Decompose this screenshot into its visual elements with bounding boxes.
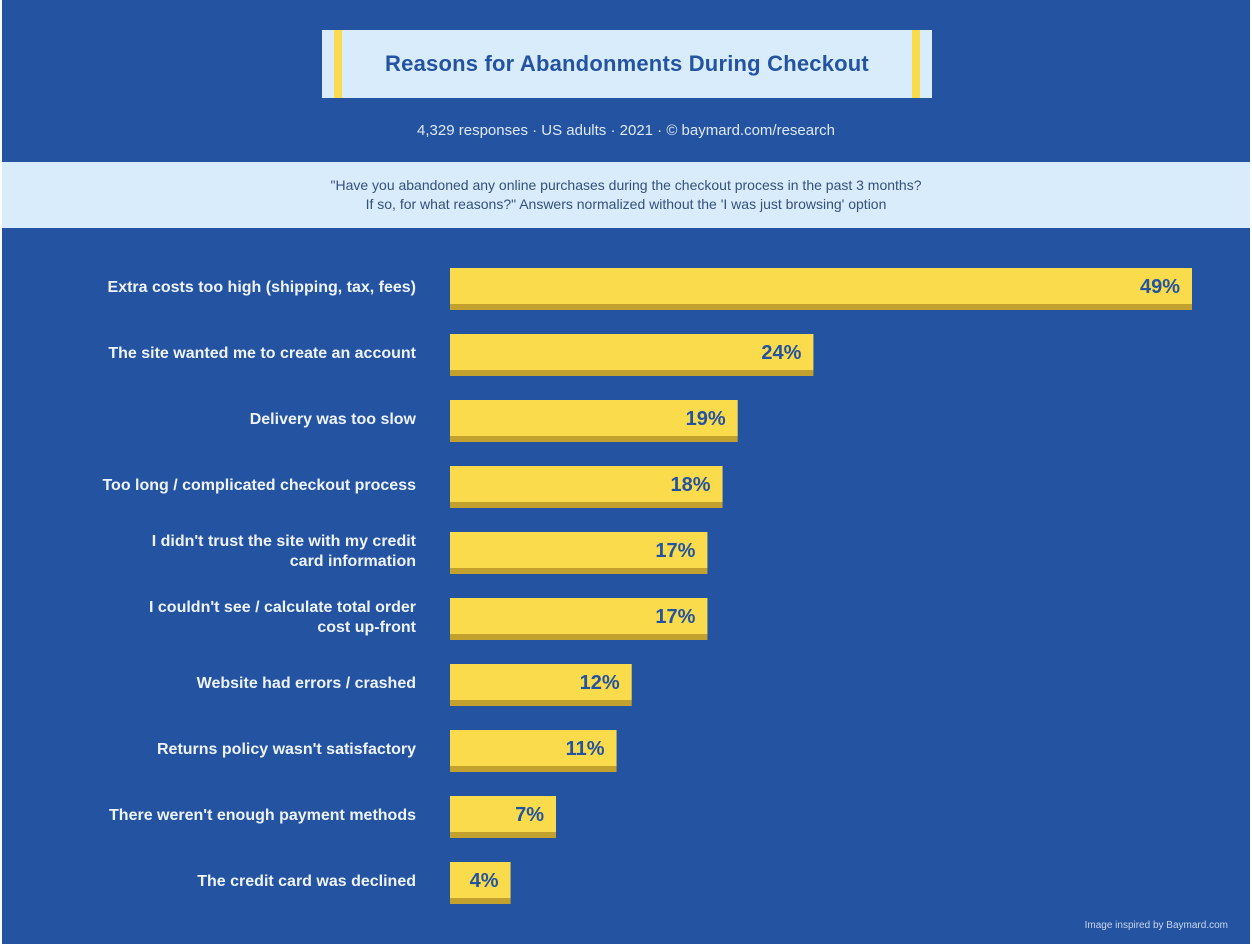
bar-shadow [450,568,708,574]
bar [450,862,511,898]
bar [450,532,708,568]
question-line-2: If so, for what reasons?" Answers normal… [365,196,887,212]
category-label: Extra costs too high (shipping, tax, fee… [108,279,416,296]
bar-value-label: 17% [655,606,695,628]
survey-meta: 4,329 responses · US adults · 2021 · © b… [417,122,835,139]
bar-group: 17% I didn't trust the site with my credi… [152,532,708,574]
category-label: The site wanted me to create an account [108,345,416,362]
bar [450,466,723,502]
bar-group: 18% Too long / complicated checkout proce… [102,466,723,508]
bar-value-label: 18% [671,474,711,496]
bar-value-label: 24% [761,342,801,364]
bar-group: 4% The credit card was declined [197,862,511,904]
category-label: There weren't enough payment methods [109,807,416,824]
bar-shadow [450,700,632,706]
bar-shadow [450,370,814,376]
category-label: Website had errors / crashed [197,675,416,692]
bar-shadow [450,304,1192,310]
bar-group: 24% The site wanted me to create an accou… [108,334,814,376]
bar-group: 17% I couldn't see / calculate total orde… [149,598,708,640]
bar-group: 11% Returns policy wasn't satisfactory [157,730,617,772]
bar-shadow [450,832,556,838]
bar-value-label: 7% [515,804,544,826]
bar-shadow [450,502,723,508]
bar-group: 49% Extra costs too high (shipping, tax, … [108,268,1192,310]
title-stripe-left [334,30,342,98]
bar-value-label: 17% [655,540,695,562]
question-panel: "Have you abandoned any online purchases… [2,162,1250,228]
bar [450,730,617,766]
bar-shadow [450,898,511,904]
category-label: I didn't trust the site with my credit [152,533,417,550]
category-label: card information [290,553,416,570]
bar [450,334,814,370]
bar-shadow [450,766,617,772]
title-stripe-right [912,30,920,98]
chart-title: Reasons for Abandonments During Checkout [385,51,869,76]
bar-shadow [450,436,738,442]
category-label: The credit card was declined [197,873,416,890]
bar-value-label: 49% [1140,276,1180,298]
bar [450,268,1192,304]
footer-credit: Image inspired by Baymard.com [1084,920,1228,931]
category-label: Too long / complicated checkout process [102,477,416,494]
bar [450,400,738,436]
category-label: I couldn't see / calculate total order [149,599,416,616]
bar [450,796,556,832]
bar-group: 7% There weren't enough payment methods [109,796,556,838]
question-line-1: "Have you abandoned any online purchases… [330,177,922,193]
category-label: Returns policy wasn't satisfactory [157,741,416,758]
title-panel: Reasons for Abandonments During Checkout [322,30,932,98]
category-label: cost up-front [317,619,416,636]
bar-value-label: 11% [566,738,605,760]
bar-value-label: 19% [686,408,726,430]
category-label: Delivery was too slow [250,411,417,428]
bar [450,664,632,700]
bar [450,598,708,634]
bar-group: 19% Delivery was too slow [250,400,738,442]
bar-shadow [450,634,708,640]
bar-value-label: 12% [580,672,620,694]
bar-value-label: 4% [470,870,499,892]
bar-group: 12% Website had errors / crashed [197,664,632,706]
